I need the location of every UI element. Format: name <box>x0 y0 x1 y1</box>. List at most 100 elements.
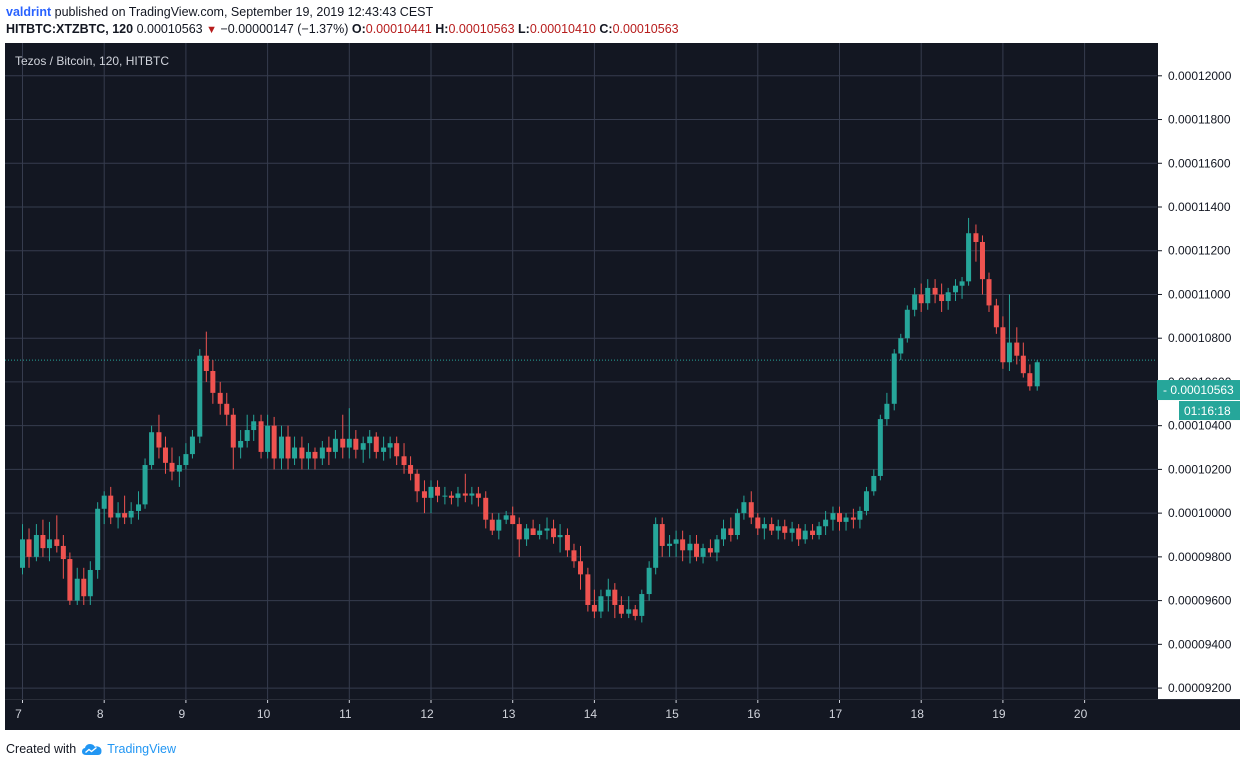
last-price-label: - 0.00010563 <box>1163 383 1234 397</box>
candle-body <box>802 530 808 540</box>
candle-body <box>720 528 726 540</box>
candle-body <box>217 392 223 404</box>
username-link[interactable]: valdrint <box>6 5 52 19</box>
candle-body <box>796 528 802 540</box>
candle-body <box>136 504 142 511</box>
candle-body <box>571 550 577 562</box>
candle-body <box>299 447 305 459</box>
time-tick-label: 9 <box>179 707 186 721</box>
price-axis-panel <box>1157 43 1240 699</box>
candle-body <box>60 545 66 560</box>
time-tick-label: 8 <box>97 707 104 721</box>
time-tick-label: 18 <box>911 707 925 721</box>
candle-body <box>189 436 195 455</box>
candle-body <box>959 281 965 286</box>
candle-body <box>469 493 475 496</box>
candle-body <box>149 432 155 466</box>
time-tick-label: 15 <box>665 707 679 721</box>
candle-body <box>857 510 863 520</box>
candle-body <box>877 419 883 476</box>
candle-body <box>612 589 618 605</box>
candle-body <box>483 497 489 520</box>
tradingview-brand-link[interactable]: TradingView <box>107 742 176 756</box>
candle-body <box>904 309 910 339</box>
candle-body <box>755 517 761 529</box>
footer: Created with TradingView <box>6 742 176 756</box>
candle-body <box>475 493 481 498</box>
publish-info: valdrint published on TradingView.com, S… <box>6 5 433 19</box>
candle-body <box>26 539 32 557</box>
candle-body <box>1006 342 1012 363</box>
candle-body <box>667 543 673 546</box>
candle-body <box>54 539 60 546</box>
low-label: L: <box>518 22 530 36</box>
price-tick-label: 0.00011000 <box>1168 287 1231 301</box>
candle-body <box>462 493 468 496</box>
candle-body <box>1014 342 1020 356</box>
candle-body <box>503 515 509 520</box>
candle-body <box>224 403 230 415</box>
candle-body <box>183 454 189 466</box>
candle-body <box>700 548 706 557</box>
open-label: O: <box>351 22 366 36</box>
price-tick-label: 0.00009200 <box>1168 681 1232 695</box>
candle-body <box>945 292 951 302</box>
candle-body <box>162 447 168 463</box>
price-tick-label: 0.00010400 <box>1168 419 1232 433</box>
time-tick-label: 14 <box>584 707 598 721</box>
created-with-text: Created with <box>6 742 77 756</box>
candle-body <box>939 294 945 302</box>
candle-body <box>305 451 311 459</box>
candle-body <box>1000 327 1006 363</box>
chart-panel[interactable]: 0.00012000 0.00011800 0.00011600 0.00011400… <box>5 43 1240 730</box>
candle-body <box>632 609 638 616</box>
candle-body <box>278 436 284 459</box>
candle-body <box>673 539 679 544</box>
candlestick-chart[interactable]: 0.00012000 0.00011800 0.00011600 0.00011400… <box>5 43 1240 730</box>
candle-body <box>353 438 359 450</box>
candle-body <box>271 425 277 459</box>
candle-body <box>258 421 264 452</box>
candle-body <box>626 609 632 614</box>
candle-body <box>789 528 795 533</box>
candle-body <box>67 559 73 601</box>
candle-body <box>694 543 700 557</box>
candle-body <box>816 526 822 535</box>
candle-body <box>448 495 454 498</box>
candle-body <box>925 287 931 304</box>
price-tick-label: 0.00010200 <box>1168 462 1232 476</box>
open-value: 0.00010441 <box>365 22 432 36</box>
candle-body <box>639 594 645 616</box>
candle-body <box>544 528 550 531</box>
price-tick-label: 0.00011400 <box>1168 200 1231 214</box>
candle-body <box>74 578 80 601</box>
candle-body <box>687 543 693 551</box>
candle-body <box>564 535 570 551</box>
candle-body <box>850 517 856 520</box>
candle-body <box>537 530 543 535</box>
candle-body <box>87 569 93 597</box>
price-tick-label: 0.00011800 <box>1168 113 1231 127</box>
candle-body <box>551 528 557 538</box>
candle-body <box>360 443 366 450</box>
candle-body <box>618 604 624 614</box>
close-value: 0.00010563 <box>612 22 679 36</box>
time-tick-label: 19 <box>992 707 1006 721</box>
candle-body <box>598 596 604 612</box>
candle-body <box>169 462 175 472</box>
candle-body <box>585 574 591 605</box>
candle-body <box>782 526 788 533</box>
candle-body <box>367 436 373 444</box>
published-text: published on TradingView.com, September … <box>54 5 434 19</box>
symbol-info: HITBTC:XTZBTC, 120 0.00010563 ▼ −0.00000… <box>6 22 679 36</box>
candle-body <box>843 517 849 522</box>
last-price-badge <box>1157 380 1240 401</box>
candle-body <box>769 524 775 531</box>
close-label: C: <box>599 22 613 36</box>
time-tick-label: 12 <box>420 707 434 721</box>
candle-body <box>953 285 959 293</box>
price-tick-label: 0.00010800 <box>1168 331 1232 345</box>
candle-body <box>966 233 972 282</box>
candle-body <box>993 305 999 328</box>
candle-body <box>761 524 767 529</box>
